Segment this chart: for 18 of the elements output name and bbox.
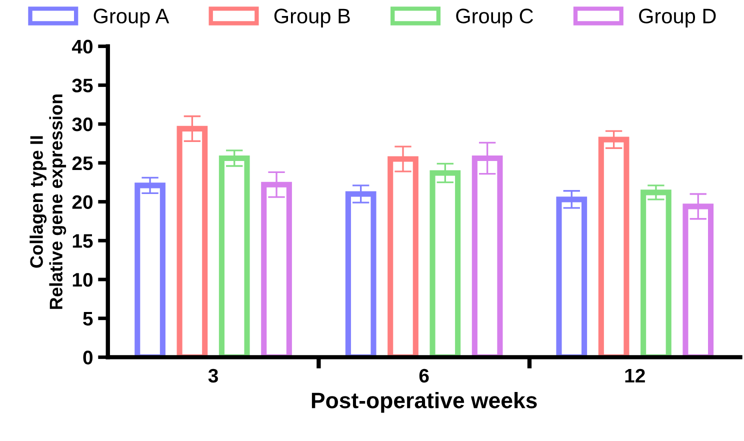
y-tick-label: 20 bbox=[72, 195, 92, 209]
legend-label: Group B bbox=[274, 8, 350, 28]
x-tick-label: 6 bbox=[419, 368, 429, 383]
x-axis-title: Post-operative weeks bbox=[312, 392, 537, 413]
y-tick-label: 5 bbox=[83, 312, 93, 326]
y-tick-label: 25 bbox=[72, 156, 93, 170]
x-tick-label: 12 bbox=[625, 368, 645, 382]
y-axis-title: Collagen type II Relative gene expression bbox=[30, 94, 66, 309]
legend-label: Group C bbox=[456, 8, 534, 28]
x-tick-label: 3 bbox=[208, 368, 218, 383]
y-tick-label: 35 bbox=[72, 78, 93, 92]
y-tick-label: 30 bbox=[72, 118, 92, 132]
y-tick-label: 15 bbox=[72, 234, 93, 248]
y-tick-label: 40 bbox=[72, 40, 92, 54]
y-tick-label: 0 bbox=[83, 350, 92, 364]
legend-label: Group A bbox=[94, 8, 170, 28]
y-tick-label: 10 bbox=[72, 272, 92, 287]
legend-label: Group D bbox=[639, 8, 716, 28]
